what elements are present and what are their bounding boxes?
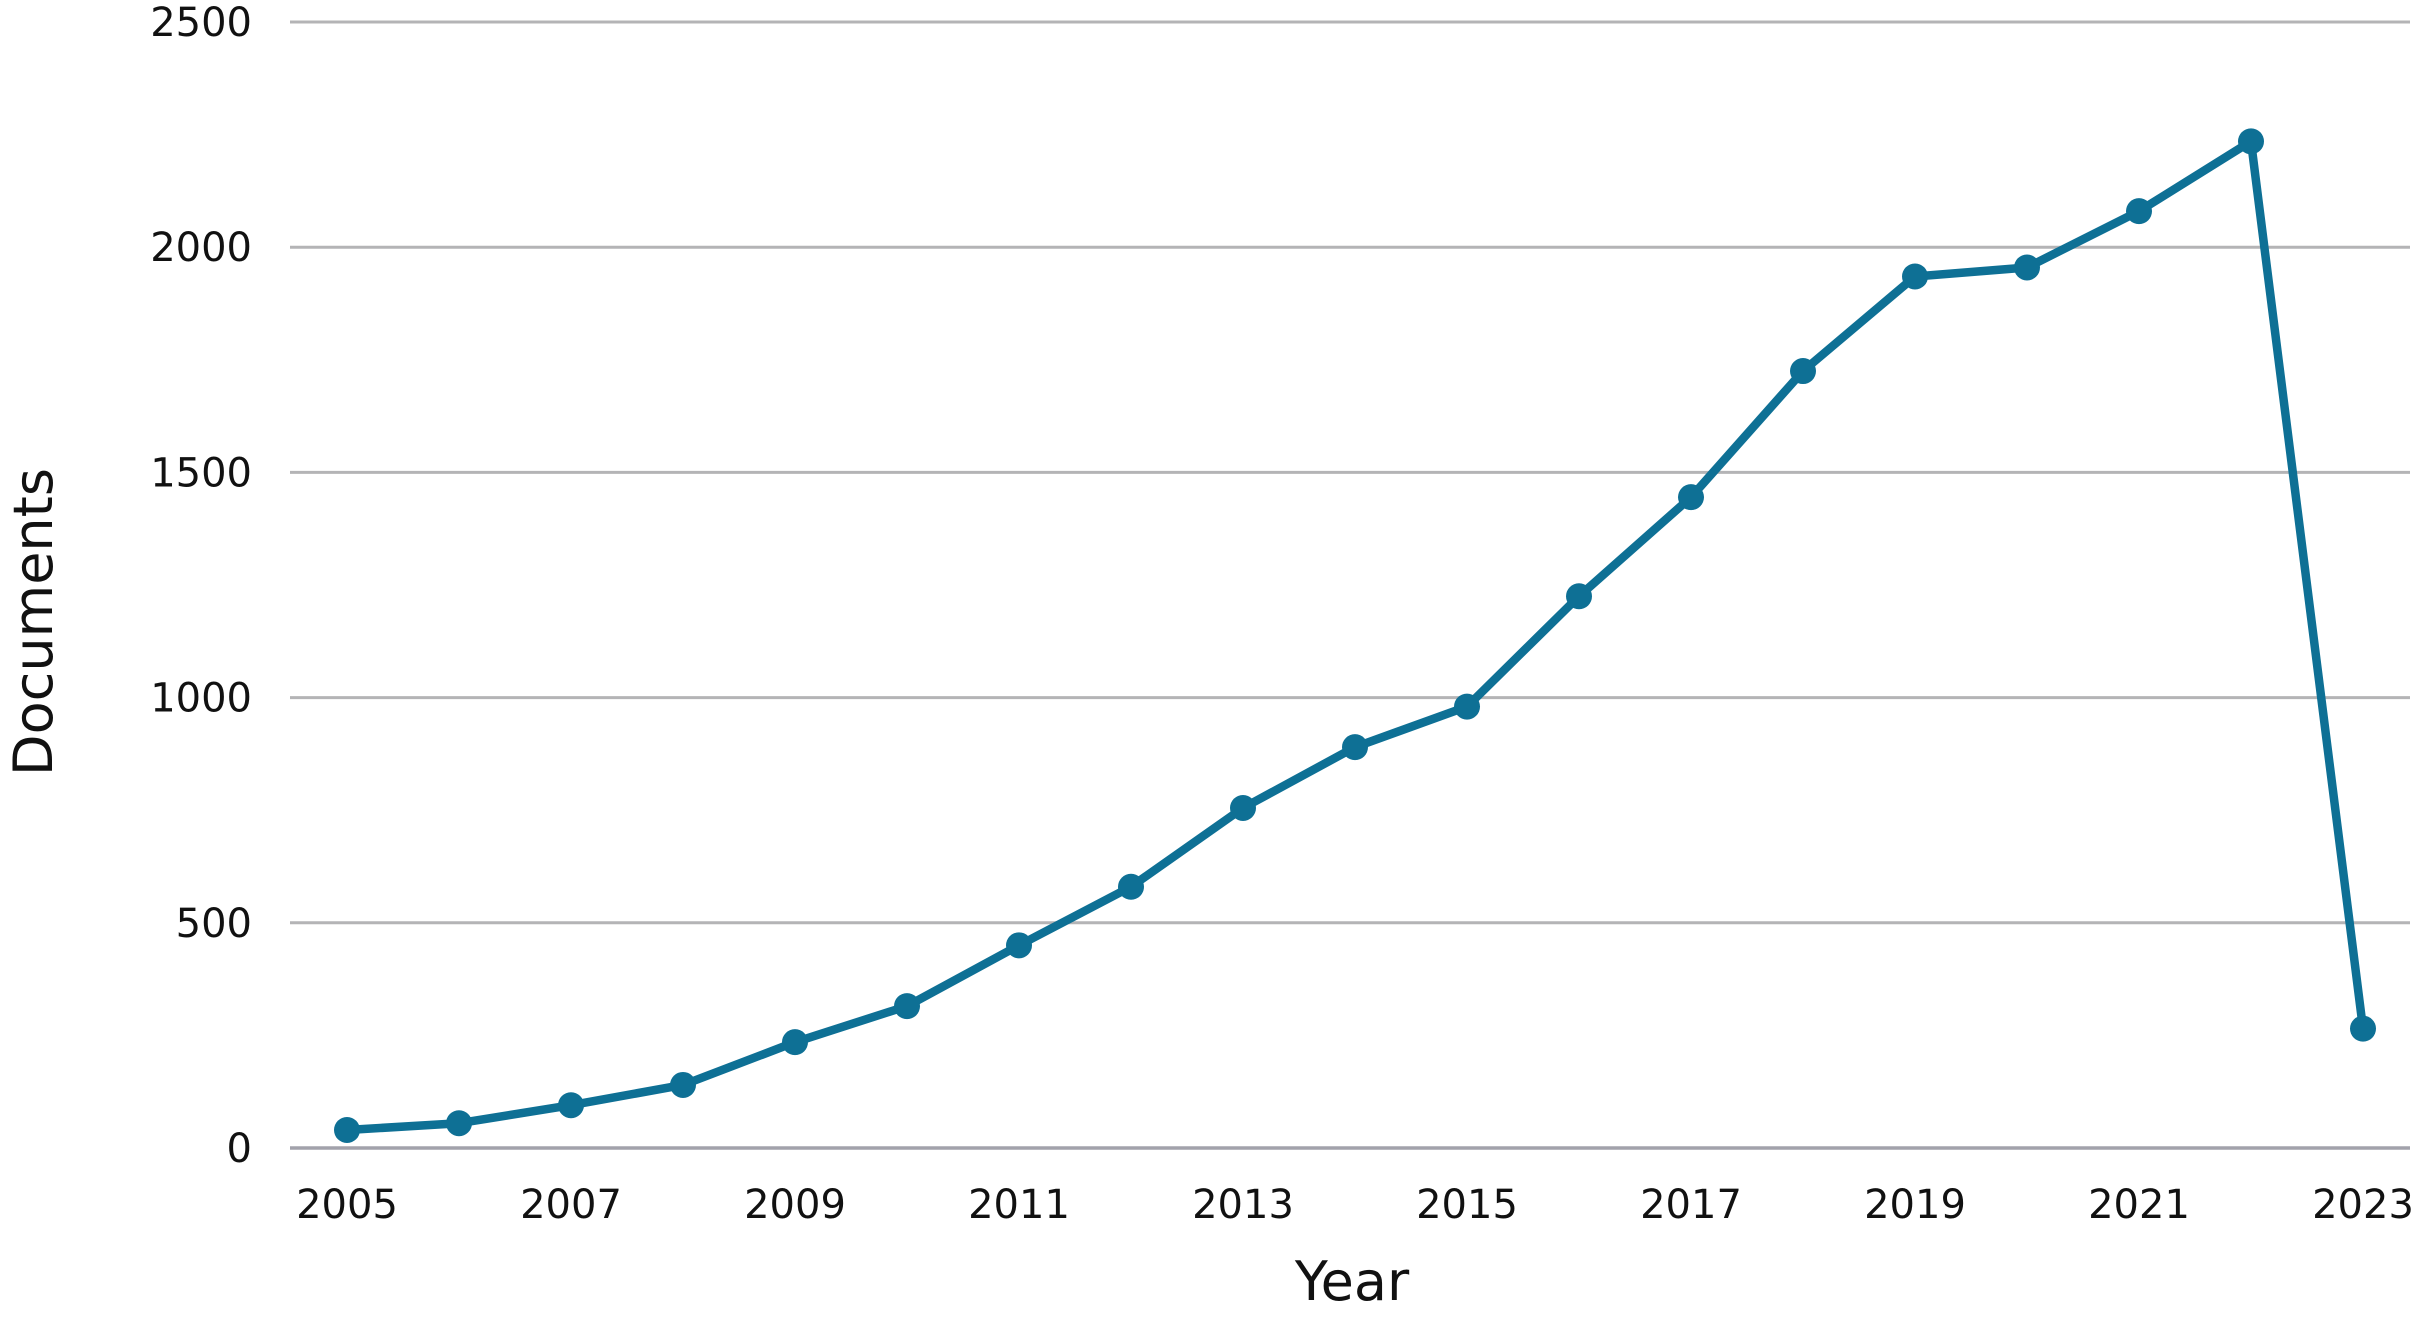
data-point bbox=[1342, 734, 1368, 761]
data-point bbox=[1454, 693, 1480, 720]
data-point bbox=[782, 1029, 808, 1056]
x-axis-title: Year bbox=[1294, 1250, 1410, 1313]
data-point bbox=[2238, 128, 2264, 155]
data-point bbox=[2350, 1015, 2376, 1042]
x-tick-label: 2007 bbox=[520, 1182, 622, 1228]
gridlines bbox=[290, 20, 2410, 1150]
x-axis-tick-labels: 2005 2007 2009 2011 2013 2015 2017 2019 2021 2023 bbox=[296, 1182, 2414, 1228]
x-tick-label: 2017 bbox=[1640, 1182, 1742, 1228]
data-point bbox=[446, 1110, 472, 1137]
data-point bbox=[558, 1092, 584, 1119]
y-tick-label: 1500 bbox=[150, 450, 252, 496]
data-point bbox=[1566, 583, 1592, 610]
y-tick-label: 1000 bbox=[150, 676, 252, 722]
data-point bbox=[1678, 484, 1704, 511]
x-tick-label: 2021 bbox=[2088, 1182, 2190, 1228]
data-point bbox=[894, 993, 920, 1020]
x-tick-label: 2011 bbox=[968, 1182, 1070, 1228]
x-tick-label: 2005 bbox=[296, 1182, 398, 1228]
data-point bbox=[1790, 358, 1816, 385]
data-point bbox=[1118, 873, 1144, 900]
x-tick-label: 2019 bbox=[1864, 1182, 1966, 1228]
data-point bbox=[1230, 794, 1256, 821]
y-tick-label: 500 bbox=[176, 901, 252, 947]
data-point bbox=[1006, 932, 1032, 959]
y-tick-label: 0 bbox=[227, 1126, 252, 1172]
data-point bbox=[2014, 254, 2040, 281]
x-tick-label: 2013 bbox=[1192, 1182, 1294, 1228]
series-line bbox=[342, 137, 2368, 1135]
y-tick-label: 2500 bbox=[150, 0, 252, 46]
data-point bbox=[334, 1116, 360, 1143]
x-tick-label: 2023 bbox=[2312, 1182, 2414, 1228]
line-series bbox=[334, 128, 2376, 1143]
data-point bbox=[2126, 198, 2152, 225]
data-point bbox=[670, 1071, 696, 1098]
data-point bbox=[1902, 263, 1928, 290]
x-tick-label: 2009 bbox=[744, 1182, 846, 1228]
y-axis-tick-labels: 0 500 1000 1500 2000 2500 bbox=[150, 0, 252, 1172]
x-tick-label: 2015 bbox=[1416, 1182, 1518, 1228]
y-tick-label: 2000 bbox=[150, 225, 252, 271]
y-axis-title: Documents bbox=[2, 468, 65, 776]
